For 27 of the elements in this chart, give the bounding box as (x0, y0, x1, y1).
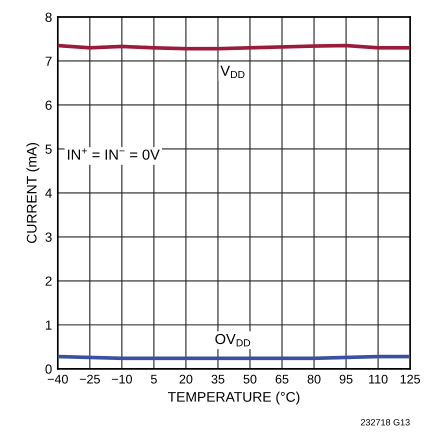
annotation: IN$^{+}$ = IN$^{−}$ = 0V (68, 148, 160, 160)
y-tick-label: 0 (45, 364, 52, 374)
y-tick-label: 6 (46, 100, 52, 110)
x-tick-label: −25 (80, 374, 100, 384)
x-tick-label: 80 (308, 374, 320, 384)
text: 232718 G13 (360, 419, 410, 426)
y-tick-label: 7 (46, 56, 52, 66)
y-tick-label: 1 (46, 320, 52, 330)
y-tick-label: 5 (45, 144, 52, 154)
x-tick-label: 125 (400, 374, 420, 384)
annotation: V$_{DD}$ (220, 66, 244, 78)
y-tick-label: 8 (45, 12, 52, 22)
x-tick-label: 110 (369, 374, 388, 384)
y-tick-label: 4 (45, 188, 52, 198)
x-tick-label: −10 (112, 374, 132, 384)
x-axis-title: TEMPERATURE (°C) (168, 392, 300, 405)
x-tick-label: −40 (48, 374, 68, 384)
y-axis-title: CURRENT (mA) (26, 142, 40, 244)
x-tick-label: 5 (150, 374, 157, 384)
x-tick-label: 95 (340, 374, 352, 384)
y-tick-label: 2 (46, 276, 52, 286)
y-tick-label: 3 (45, 232, 52, 242)
x-tick-label: 20 (180, 374, 192, 384)
x-tick-label: 35 (211, 374, 224, 384)
x-tick-label: 50 (244, 374, 256, 384)
annotation: OV$_{DD}$ (215, 334, 250, 346)
x-tick-label: 65 (276, 374, 288, 384)
